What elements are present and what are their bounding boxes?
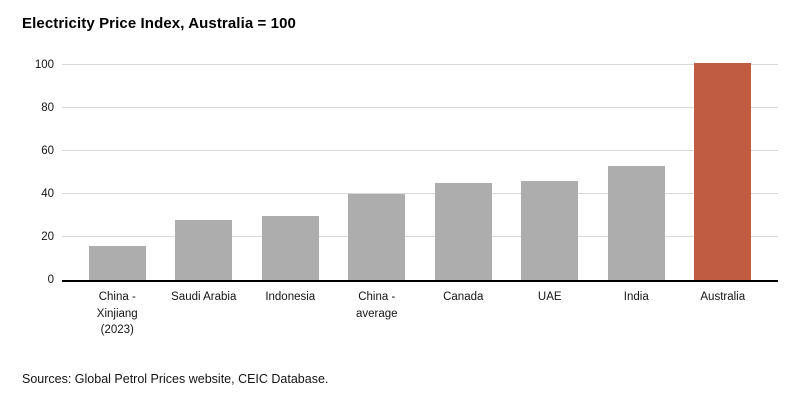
y-tick-label-0: 0 — [47, 273, 54, 286]
bar-china-xinjiang-2023 — [88, 245, 146, 280]
bar-slot — [247, 61, 334, 280]
gridline-y40 — [62, 193, 778, 195]
gridline-y80 — [62, 107, 778, 109]
x-tick-label: China - Xinjiang (2023) — [96, 291, 138, 336]
source-note: Sources: Global Petrol Prices website, C… — [22, 372, 329, 386]
bar-india — [607, 166, 665, 280]
x-tick-label: Australia — [700, 291, 746, 303]
x-axis-labels: China - Xinjiang (2023) Saudi Arabia Indon… — [62, 289, 778, 339]
bar-uae — [521, 181, 579, 280]
bar-saudi-arabia — [175, 219, 233, 280]
bar-australia — [694, 63, 752, 280]
y-tick-label-100: 100 — [34, 58, 54, 71]
bar-slot — [74, 61, 161, 280]
gridline-y20 — [62, 236, 778, 238]
bar-slot — [161, 61, 248, 280]
bar-slot — [593, 61, 680, 280]
x-tick-slot: Saudi Arabia — [161, 289, 248, 339]
bar-slot — [507, 61, 594, 280]
bar-slot — [680, 61, 767, 280]
bar-indonesia — [261, 215, 319, 280]
bars-row — [62, 61, 778, 280]
x-tick-label: China - average — [355, 291, 398, 320]
y-tick-label-40: 40 — [41, 187, 54, 200]
x-tick-slot: Indonesia — [247, 289, 334, 339]
x-tick-label: Canada — [443, 291, 484, 303]
x-tick-slot: China - average — [334, 289, 421, 339]
y-tick-label-80: 80 — [41, 101, 54, 114]
x-tick-slot: China - Xinjiang (2023) — [74, 289, 161, 339]
y-axis-labels: 0 20 40 60 80 100 — [0, 58, 54, 286]
gridline-y60 — [62, 150, 778, 152]
chart-title: Electricity Price Index, Australia = 100 — [22, 15, 296, 32]
x-tick-slot: Australia — [680, 289, 767, 339]
bar-slot — [420, 61, 507, 280]
bar-canada — [434, 183, 492, 280]
x-tick-label: Saudi Arabia — [171, 291, 237, 303]
gridline-y100 — [62, 64, 778, 66]
y-tick-label-60: 60 — [41, 144, 54, 157]
x-tick-slot: Canada — [420, 289, 507, 339]
plot-area — [62, 61, 778, 282]
x-tick-label: Indonesia — [265, 291, 316, 303]
y-tick-label-20: 20 — [41, 230, 54, 243]
x-tick-slot: UAE — [507, 289, 594, 339]
bar-china-average — [348, 194, 406, 280]
x-tick-label: UAE — [537, 291, 562, 303]
x-tick-slot: India — [593, 289, 680, 339]
bar-slot — [334, 61, 421, 280]
x-tick-label: India — [623, 291, 649, 303]
